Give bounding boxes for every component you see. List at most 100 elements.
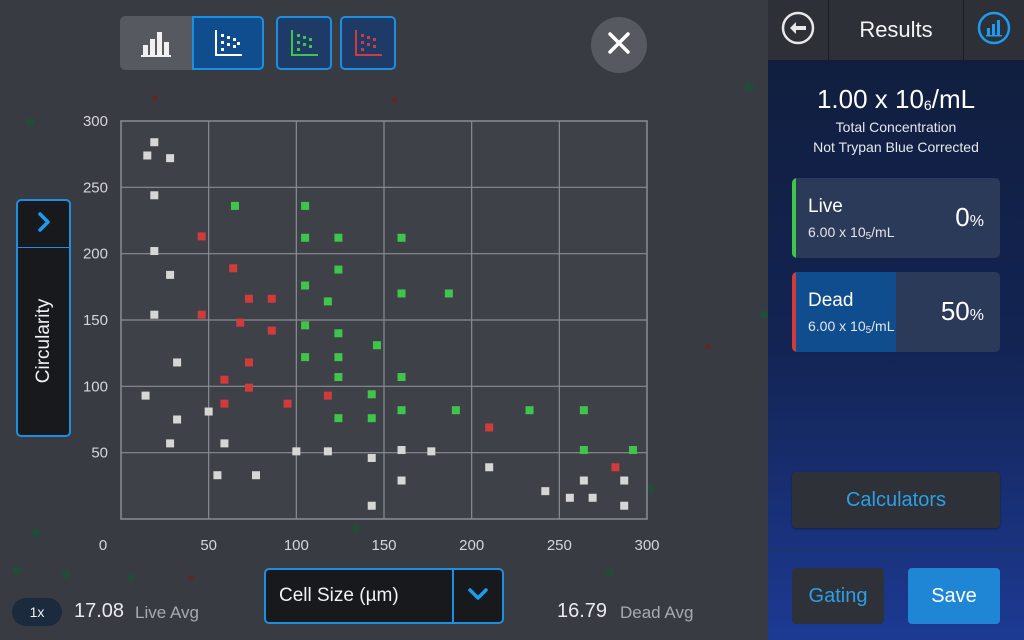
data-point (367, 501, 376, 510)
data-point (367, 390, 376, 399)
data-point (628, 446, 637, 455)
live-card[interactable]: Live 6.00 x 105/mL 0% (792, 178, 1000, 258)
data-points (141, 138, 637, 510)
data-point (252, 471, 261, 480)
back-button[interactable] (768, 0, 829, 60)
bar-chart-icon (141, 28, 171, 58)
data-point (588, 493, 597, 502)
data-point (397, 446, 406, 455)
stats-button[interactable] (963, 0, 1024, 60)
data-point (301, 201, 310, 210)
back-arrow-icon (781, 11, 815, 50)
data-point (197, 310, 206, 319)
zoom-level-badge[interactable]: 1x (12, 598, 62, 626)
y-tick-label: 300 (83, 113, 108, 130)
concentration-unit: /mL (931, 84, 976, 114)
data-point (397, 289, 406, 298)
data-point (541, 487, 550, 496)
dead-percent: 50% (941, 296, 984, 327)
data-point (150, 138, 159, 147)
calculators-button[interactable]: Calculators (792, 472, 1000, 528)
dead-count-exponent: 5 (865, 325, 872, 336)
dead-percent-unit: % (969, 307, 984, 324)
total-concentration: 1.00 x 106/mL (768, 84, 1024, 115)
x-axis-selector[interactable]: Cell Size (µm) (264, 568, 504, 624)
background-dot (352, 524, 361, 533)
live-count-value: 6.00 x 10 (808, 224, 866, 240)
x-tick-label: 0 (99, 537, 107, 554)
data-point (323, 391, 332, 400)
scatter-plot-green-icon (289, 28, 319, 58)
dead-percent-fill (792, 272, 896, 352)
data-point (166, 270, 175, 279)
data-point (397, 373, 406, 382)
data-point (236, 318, 245, 327)
y-tick-label: 50 (91, 445, 108, 462)
background-dot (152, 95, 158, 101)
data-point (244, 294, 253, 303)
concentration-label: Total Concentration (835, 119, 957, 135)
scatter-view-button[interactable] (192, 16, 264, 70)
dead-percent-value: 50 (940, 296, 970, 326)
dead-label: Dead (808, 290, 854, 311)
data-point (244, 383, 253, 392)
data-point (451, 406, 460, 415)
scatter-plot-icon (213, 28, 243, 58)
histogram-view-button[interactable] (120, 16, 192, 70)
data-point (301, 281, 310, 290)
data-point (611, 463, 620, 472)
dead-avg-value: 16.79 (557, 600, 608, 622)
background-dot (705, 344, 711, 350)
results-title: Results (859, 17, 933, 42)
x-tick-label: 150 (371, 537, 396, 554)
background-dot (62, 570, 71, 579)
data-point (427, 447, 436, 456)
concentration-note: Not Trypan Blue Corrected (813, 139, 979, 155)
save-button[interactable]: Save (908, 568, 1000, 624)
x-tick-label: 200 (459, 537, 484, 554)
y-tick-label: 250 (83, 179, 108, 196)
data-point (267, 294, 276, 303)
background-dot (646, 484, 655, 493)
gating-button[interactable]: Gating (792, 568, 884, 624)
data-point (367, 453, 376, 462)
background-dot (31, 528, 40, 537)
data-point (301, 353, 310, 362)
dead-card[interactable]: Dead 6.00 x 105/mL 50% (792, 272, 1000, 352)
live-percent-unit: % (969, 213, 984, 230)
data-point (267, 326, 276, 335)
close-button[interactable] (591, 17, 647, 73)
x-axis-dropdown-button[interactable] (454, 570, 502, 622)
data-point (579, 406, 588, 415)
y-axis-selector[interactable]: Circularity (16, 199, 71, 437)
live-percent: 0% (955, 202, 984, 233)
data-point (334, 233, 343, 242)
stats-icon (977, 11, 1011, 50)
data-point (301, 233, 310, 242)
data-point (220, 439, 229, 448)
x-tick-label: 100 (284, 537, 309, 554)
data-point (620, 501, 629, 510)
chevron-down-icon (467, 587, 489, 606)
data-point (397, 476, 406, 485)
data-point (220, 399, 229, 408)
x-axis-label: Cell Size (µm) (266, 570, 454, 622)
background-dot (188, 575, 194, 581)
data-point (334, 414, 343, 423)
concentration-value: 1.00 x 10 (816, 84, 924, 114)
data-point (173, 358, 182, 367)
y-axis-expand-button[interactable] (18, 201, 69, 248)
chevron-right-icon (37, 211, 51, 238)
live-scatter-button[interactable] (276, 16, 332, 70)
background-dot (127, 574, 135, 582)
background-dot (605, 568, 614, 577)
scatter-chart: 0 50 100 150 200 250 300 50 100 150 200 250 300 (83, 113, 660, 554)
data-point (525, 406, 534, 415)
x-tick-label: 300 (634, 537, 659, 554)
data-point (485, 463, 494, 472)
data-point (334, 373, 343, 382)
scatter-plot-red-icon (353, 28, 383, 58)
data-point (229, 264, 238, 273)
x-axis-ticks: 0 50 100 150 200 250 300 (99, 537, 660, 554)
dead-scatter-button[interactable] (340, 16, 396, 70)
